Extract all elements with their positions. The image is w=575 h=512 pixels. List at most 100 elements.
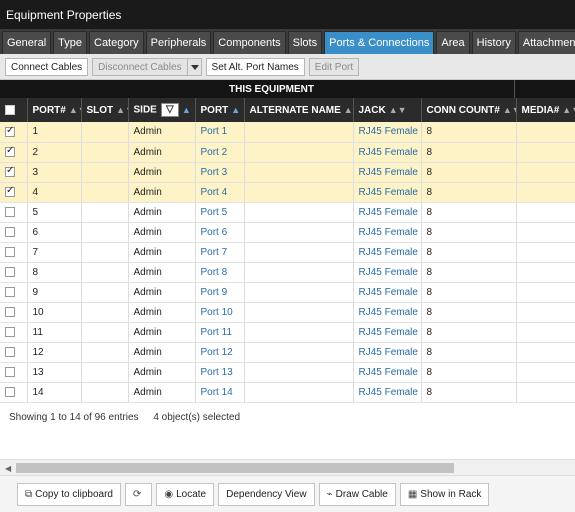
col-port-num[interactable]: PORT#▲▼ [27,98,82,122]
row-checkbox[interactable] [5,145,15,157]
cell-port[interactable]: Port 3 [195,162,245,183]
disconnect-dropdown-icon[interactable] [187,58,202,76]
table-row[interactable]: 12 Admin Port 12 RJ45 Female 8 [0,342,575,363]
scrollbar-thumb[interactable] [16,463,454,473]
checkbox-cell[interactable] [0,242,28,263]
cell-jack[interactable]: RJ45 Female [353,142,422,163]
filter-icon[interactable]: ▽ [160,103,179,117]
row-checkbox[interactable] [5,366,15,377]
cell-port[interactable]: Port 2 [195,142,245,163]
tab-category[interactable]: Category [89,31,144,54]
tab-slots[interactable]: Slots [287,31,323,54]
sort-icon[interactable]: ▲▼ [116,104,127,115]
cell-port[interactable]: Port 10 [195,302,245,323]
tab-attachments[interactable]: Attachments [517,31,575,54]
cell-port[interactable]: Port 4 [195,182,245,203]
sort-icon[interactable]: ▲▼ [68,104,80,115]
cell-port[interactable]: Port 1 [195,122,245,143]
col-conn-count[interactable]: CONN COUNT#▲▼ [421,98,517,122]
cell-jack[interactable]: RJ45 Female [353,122,422,143]
tab-peripherals[interactable]: Peripherals [145,31,212,54]
tab-area[interactable]: Area [436,31,470,54]
sort-asc-icon[interactable]: ▲ [181,104,191,115]
connect-cables-button[interactable]: Connect Cables [5,58,89,76]
cell-jack[interactable]: RJ45 Female [353,382,422,403]
sort-icon[interactable]: ▲▼ [502,104,515,115]
tab-ports-connections[interactable]: Ports & Connections [324,31,435,54]
table-row[interactable]: 10 Admin Port 10 RJ45 Female 8 [0,302,575,323]
row-checkbox[interactable] [5,386,15,397]
tab-general[interactable]: General [2,31,52,54]
row-checkbox[interactable] [5,125,15,137]
cell-port[interactable]: Port 6 [195,222,245,243]
tab-components[interactable]: Components [213,31,286,54]
cell-jack[interactable]: RJ45 Female [353,162,422,183]
checkbox-cell[interactable] [0,182,28,203]
row-checkbox[interactable] [5,326,15,337]
table-row[interactable]: 11 Admin Port 11 RJ45 Female 8 [0,322,575,343]
cell-port[interactable]: Port 8 [195,262,245,283]
sort-icon[interactable]: ▲▼ [343,104,353,115]
sort-asc-icon[interactable]: ▲ [231,104,241,115]
sort-icon[interactable]: ▲▼ [562,104,574,115]
table-row[interactable]: 7 Admin Port 7 RJ45 Female 8 [0,242,575,263]
col-port[interactable]: PORT ▲ [195,98,245,122]
table-row[interactable]: 14 Admin Port 14 RJ45 Female 8 [0,382,575,403]
row-checkbox[interactable] [5,286,15,297]
horizontal-scrollbar[interactable]: ◀ [0,459,575,475]
checkbox-cell[interactable] [0,282,28,303]
edit-port-button[interactable]: Edit Port [308,58,360,76]
tab-type[interactable]: Type [53,31,87,54]
checkbox-cell[interactable] [0,322,28,343]
checkbox-cell[interactable] [0,342,28,363]
checkbox-cell[interactable] [0,202,28,223]
cell-jack[interactable]: RJ45 Female [353,342,422,363]
cell-port[interactable]: Port 13 [195,362,245,383]
row-checkbox[interactable] [5,206,15,217]
select-all-cell[interactable] [0,98,28,122]
sort-icon[interactable]: ▲▼ [388,104,407,115]
checkbox-cell[interactable] [0,262,28,283]
row-checkbox[interactable] [5,306,15,317]
copy-to-clipboard-button[interactable]: ⧉ Copy to clipboard [17,483,121,506]
show-in-rack-button[interactable]: ▦ Show in Rack [399,483,490,506]
cell-port[interactable]: Port 9 [195,282,245,303]
table-row[interactable]: 8 Admin Port 8 RJ45 Female 8 [0,262,575,283]
row-checkbox[interactable] [5,266,15,277]
row-checkbox[interactable] [5,185,15,197]
checkbox-cell[interactable] [0,222,28,243]
table-row[interactable]: 13 Admin Port 13 RJ45 Female 8 [0,362,575,383]
cell-jack[interactable]: RJ45 Female [353,322,422,343]
draw-cable-button[interactable]: ⌁ Draw Cable [318,483,396,506]
locate-button[interactable]: ◉ Locate [156,483,215,506]
row-checkbox[interactable] [5,226,15,237]
row-checkbox[interactable] [5,346,15,357]
cell-port[interactable]: Port 7 [195,242,245,263]
col-alternate-name[interactable]: ALTERNATE NAME▲▼ [244,98,354,122]
row-checkbox[interactable] [5,246,15,257]
cell-jack[interactable]: RJ45 Female [353,202,422,223]
checkbox-cell[interactable] [0,122,28,143]
disconnect-cables-button[interactable]: Disconnect Cables [92,58,188,76]
cell-port[interactable]: Port 11 [195,322,245,343]
table-row[interactable]: 9 Admin Port 9 RJ45 Female 8 [0,282,575,303]
col-jack[interactable]: JACK ▲▼ [353,98,422,122]
cell-jack[interactable]: RJ45 Female [353,302,422,323]
checkbox-cell[interactable] [0,142,28,163]
table-row[interactable]: 5 Admin Port 5 RJ45 Female 8 [0,202,575,223]
col-media[interactable]: MEDIA#▲▼ [516,98,575,122]
cell-jack[interactable]: RJ45 Female [353,242,422,263]
cell-jack[interactable]: RJ45 Female [353,222,422,243]
cell-port[interactable]: Port 5 [195,202,245,223]
row-checkbox[interactable] [5,165,15,177]
cell-jack[interactable]: RJ45 Female [353,182,422,203]
checkbox-cell[interactable] [0,382,28,403]
checkbox-cell[interactable] [0,362,28,383]
select-all-checkbox[interactable] [5,104,15,115]
refresh-button[interactable]: ⟳ [124,483,153,506]
set-alt-port-names-button[interactable]: Set Alt. Port Names [205,58,305,76]
